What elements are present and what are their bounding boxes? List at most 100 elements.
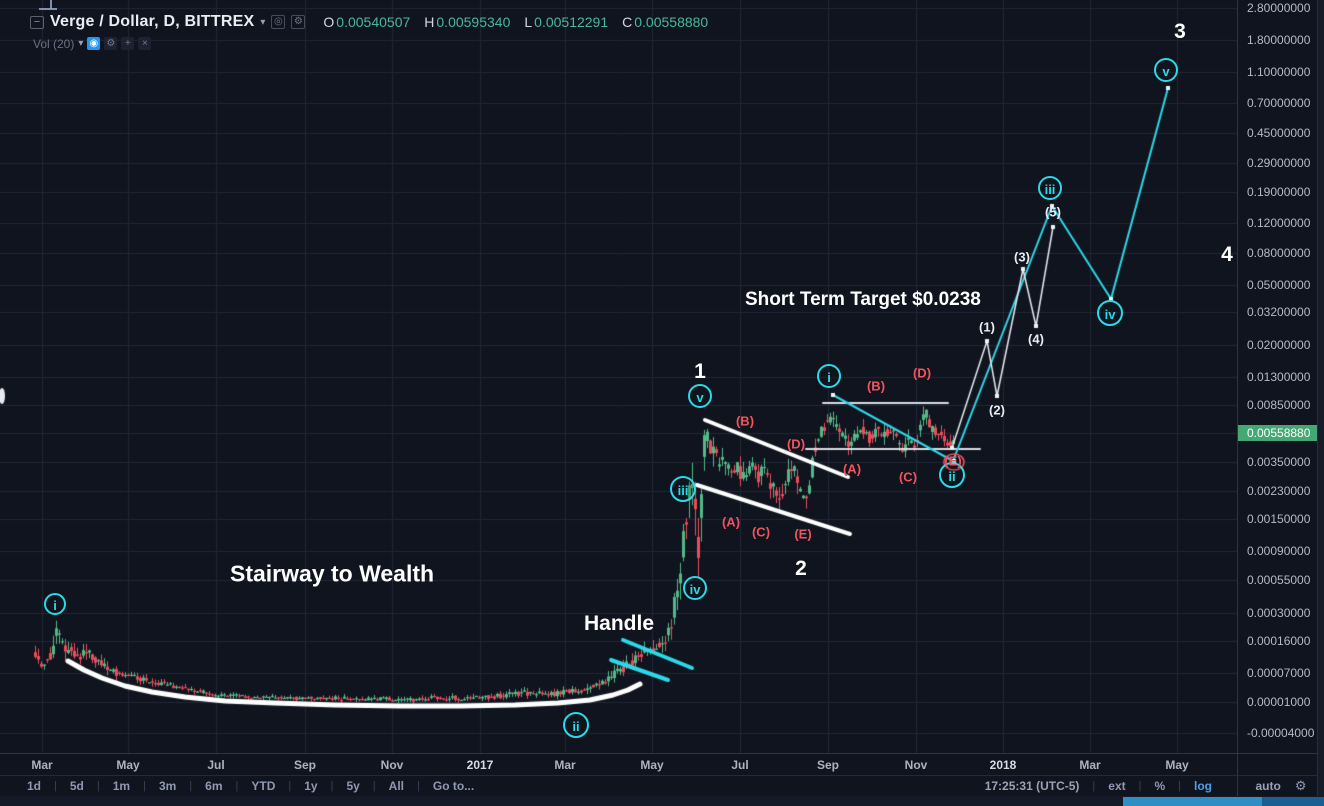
- time-label-Jul: Jul: [731, 758, 749, 772]
- range-button-1m[interactable]: 1m: [112, 779, 131, 793]
- price-chart-canvas[interactable]: [0, 0, 1237, 753]
- time-label-May: May: [116, 758, 140, 772]
- wave-number-1[interactable]: 1: [694, 360, 706, 383]
- price-axis[interactable]: 0.00558880 2.80000000 1.80000000 1.1000000…: [1237, 0, 1318, 753]
- letter-label-(D)[interactable]: (D): [912, 365, 932, 381]
- subwave-label-(2)[interactable]: (2): [989, 402, 1005, 418]
- time-label-Mar: Mar: [554, 758, 576, 772]
- right-scroll-strip[interactable]: [1317, 0, 1324, 796]
- price-tick: 0.00016000: [1247, 634, 1311, 648]
- time-label-2017: 2017: [466, 758, 494, 772]
- wave-number-2[interactable]: 2: [795, 557, 807, 580]
- range-button-all[interactable]: All: [388, 779, 404, 793]
- wave-circle-v[interactable]: v: [688, 384, 712, 408]
- price-tick: 0.00001000: [1247, 695, 1311, 709]
- toolbar-right-group: 17:25:31 (UTC-5) | ext | % | log: [985, 779, 1225, 793]
- wave-circle-iii[interactable]: iii: [670, 476, 696, 502]
- symbol-dropdown-caret[interactable]: ▾: [260, 16, 266, 28]
- letter-label-(C)[interactable]: (C): [751, 524, 771, 540]
- scrollbar-segment-dark[interactable]: [1262, 797, 1324, 806]
- separator: |: [417, 780, 420, 792]
- extended-hours-button[interactable]: ext: [1108, 779, 1126, 793]
- wave-number-4[interactable]: 4: [1221, 243, 1233, 266]
- stairway-text[interactable]: Stairway to Wealth: [230, 560, 435, 587]
- letter-label-(A)[interactable]: (A): [721, 514, 741, 530]
- range-button-6m[interactable]: 6m: [205, 779, 223, 793]
- wave-circle-i[interactable]: i: [44, 593, 66, 615]
- footer-strip: [0, 796, 1324, 806]
- wave-circle-iii[interactable]: iii: [1038, 176, 1062, 200]
- symbol-title[interactable]: Verge / Dollar, D, BITTREX: [50, 13, 255, 30]
- letter-label-(B)[interactable]: (B): [866, 378, 886, 394]
- chart-annotations-layer: i ii iii iv v i ii iii iv v 1 2 3 4 (1) (2) (3) (4) (5) (A)…: [44, 20, 1233, 738]
- subwave-label-(4)[interactable]: (4): [1028, 331, 1044, 347]
- top-tab-mark-2: [39, 8, 57, 10]
- axis-corner: [1237, 753, 1317, 775]
- ohlc-readout: O 0.00540507 H 0.00595340 L 0.00512291 C 0.0055…: [323, 14, 708, 30]
- volume-indicator-label[interactable]: Vol (20): [33, 36, 75, 51]
- collapse-pane-icon[interactable]: −: [30, 15, 44, 29]
- range-buttons: 1d | 5d | 1m | 3m | 6m | YTD | 1y | 5y | All | Go to...: [14, 779, 487, 793]
- volume-gear-icon[interactable]: ⚙: [104, 37, 118, 50]
- price-tick: 2.80000000: [1247, 1, 1311, 15]
- letter-label-(B)[interactable]: (B): [735, 413, 755, 429]
- scrollbar-segment-light[interactable]: [1123, 797, 1262, 806]
- range-button-5y[interactable]: 5y: [346, 779, 360, 793]
- separator: |: [1092, 780, 1096, 792]
- log-scale-button[interactable]: log: [1194, 779, 1212, 793]
- price-tick: 1.80000000: [1247, 33, 1311, 47]
- handle-text[interactable]: Handle: [584, 612, 655, 635]
- eye-icon[interactable]: ◎: [271, 15, 286, 29]
- volume-dropdown-caret[interactable]: ▾: [78, 38, 84, 49]
- time-axis[interactable]: Mar May Jul Sep Nov 2017 Mar May Jul Sep Nov 2018 Ma…: [0, 753, 1237, 775]
- chart-area[interactable]: i ii iii iv v i ii iii iv v 1 2 3 4 (1) (2) (3) (4) (5) (A)…: [0, 0, 1237, 753]
- time-label-Jul: Jul: [207, 758, 225, 772]
- letter-label-(E)[interactable]: (E): [944, 453, 962, 469]
- wave-circle-ii[interactable]: ii: [563, 712, 589, 738]
- price-tick: 0.05000000: [1247, 278, 1311, 292]
- ohlc-value: 0.00558880: [634, 14, 709, 30]
- wave-circle-i[interactable]: i: [817, 364, 841, 388]
- top-tab-mark: [50, 0, 52, 9]
- letter-label-(D)[interactable]: (D): [786, 436, 806, 452]
- target-text[interactable]: Short Term Target $0.0238: [745, 289, 981, 310]
- time-label-Nov: Nov: [904, 758, 928, 772]
- price-tick: 0.00030000: [1247, 606, 1311, 620]
- volume-add-icon[interactable]: +: [121, 37, 135, 50]
- subwave-label-(5)[interactable]: (5): [1045, 204, 1061, 220]
- current-price-label: 0.00558880: [1238, 425, 1318, 441]
- percent-scale-button[interactable]: %: [1154, 779, 1166, 793]
- volume-close-icon[interactable]: ×: [138, 37, 152, 50]
- price-tick: 0.00090000: [1247, 544, 1311, 558]
- wave-circle-ii[interactable]: ii: [939, 462, 965, 488]
- letter-label-(E)[interactable]: (E): [794, 526, 812, 542]
- range-button-ytd[interactable]: YTD: [251, 779, 276, 793]
- separator: |: [189, 780, 193, 792]
- separator: |: [54, 780, 57, 792]
- range-button-3m[interactable]: 3m: [158, 779, 177, 793]
- range-button-5d[interactable]: 5d: [69, 779, 84, 793]
- price-tick: 0.00150000: [1247, 512, 1311, 526]
- range-button-1y[interactable]: 1y: [304, 779, 318, 793]
- wave-number-3[interactable]: 3: [1174, 20, 1186, 43]
- separator: |: [1138, 780, 1142, 792]
- subwave-label-(3)[interactable]: (3): [1014, 249, 1030, 265]
- subwave-label-(1)[interactable]: (1): [979, 319, 995, 335]
- wave-circle-iv[interactable]: iv: [1097, 300, 1123, 326]
- separator: |: [143, 780, 146, 792]
- price-tick: 0.02000000: [1247, 338, 1311, 352]
- wave-circle-iv[interactable]: iv: [683, 576, 707, 600]
- range-button-1d[interactable]: 1d: [27, 779, 42, 793]
- gear-icon[interactable]: ⚙: [291, 15, 306, 29]
- toolbar-corner: auto ⚙: [1237, 775, 1324, 796]
- price-tick: 0.08000000: [1247, 246, 1311, 260]
- price-tick: 0.00055000: [1247, 573, 1311, 587]
- wave-circle-v[interactable]: v: [1154, 58, 1178, 82]
- letter-label-(C)[interactable]: (C): [898, 469, 918, 485]
- letter-label-(A)[interactable]: (A): [842, 461, 862, 477]
- goto-button[interactable]: Go to...: [432, 779, 475, 793]
- volume-eye-icon[interactable]: ◉: [87, 37, 101, 50]
- auto-scale-button[interactable]: auto: [1255, 779, 1281, 793]
- axis-gear-icon[interactable]: ⚙: [1294, 778, 1307, 793]
- clock-timezone[interactable]: 17:25:31 (UTC-5): [984, 779, 1080, 793]
